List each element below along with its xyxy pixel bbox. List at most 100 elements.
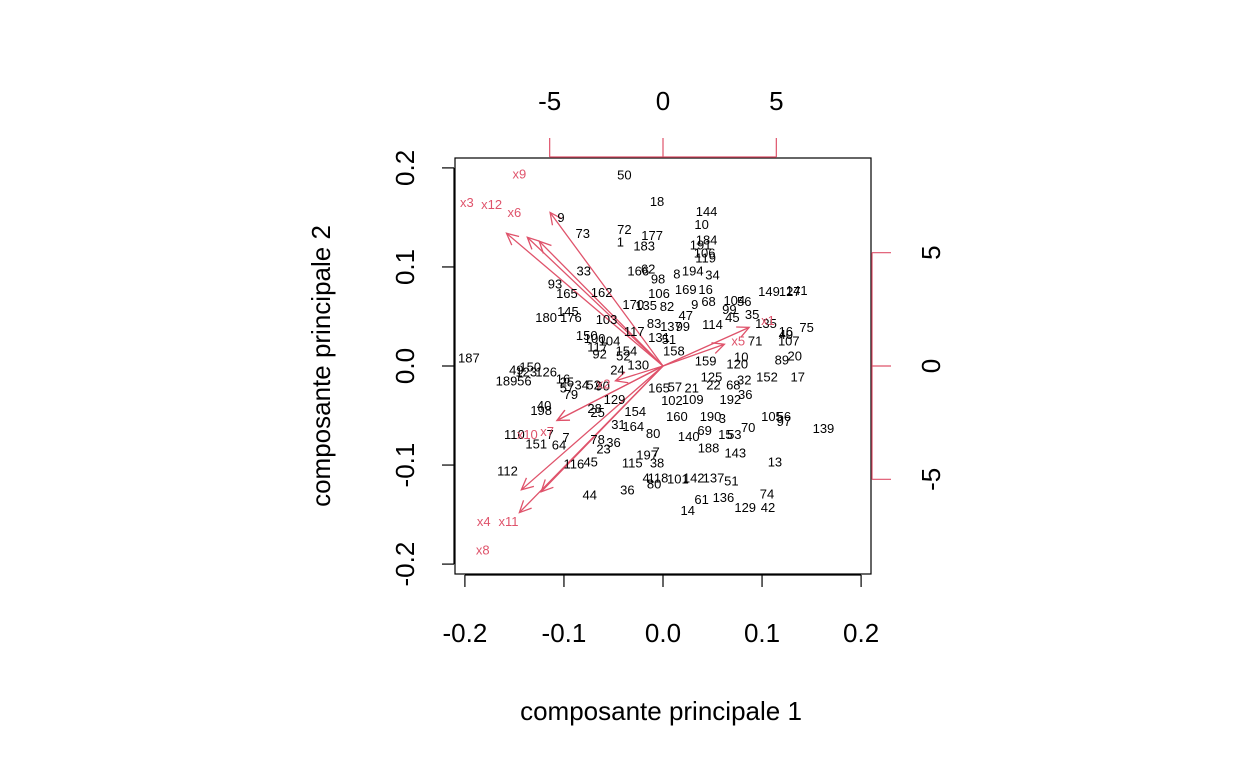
- variable-label-x6: x6: [508, 205, 522, 220]
- observation-label: 14: [681, 503, 695, 518]
- observation-label: 68: [701, 294, 715, 309]
- observation-label: 62: [641, 261, 655, 276]
- observation-label: 101: [667, 471, 689, 486]
- loading-arrow-x9: [549, 212, 664, 367]
- left-axis: -0.2 -0.1 0.0 0.1 0.2: [390, 150, 455, 587]
- observation-label: 98: [651, 271, 665, 286]
- observation-label: 160: [666, 409, 688, 424]
- observation-label: 36: [738, 387, 752, 402]
- observation-label: 42: [761, 500, 775, 515]
- observation-label: 165: [648, 380, 670, 395]
- observation-label: 188: [698, 441, 720, 456]
- observation-label: 106: [694, 246, 716, 261]
- loading-arrow-x3: [506, 232, 664, 367]
- observation-label: 15: [718, 427, 732, 442]
- observation-label: 107: [778, 334, 800, 349]
- observation-label: 150: [519, 359, 541, 374]
- y-axis-label: composante principale 2: [306, 225, 336, 507]
- observation-label: 150: [576, 328, 598, 343]
- arrowhead-x12: [526, 236, 540, 250]
- observation-label: 56: [737, 294, 751, 309]
- y-tick-label: -0.1: [390, 443, 420, 488]
- observation-label: 79: [564, 387, 578, 402]
- observation-label: 34: [575, 377, 589, 392]
- x-tick-label: 0.1: [744, 618, 780, 648]
- observation-label: 110: [504, 427, 525, 442]
- arrowhead-x5: [711, 342, 726, 354]
- observation-label: 189: [496, 373, 518, 388]
- observation-label: 136: [713, 490, 735, 505]
- top-axis: -5 0 5: [538, 86, 784, 158]
- observation-label: 70: [741, 420, 755, 435]
- observation-label: 135: [755, 316, 777, 331]
- arrowhead-x6: [538, 240, 552, 254]
- observation-label: 52: [586, 377, 600, 392]
- observation-label: 99: [676, 319, 690, 334]
- observation-label: 57: [668, 379, 682, 394]
- observation-label: 7: [562, 430, 569, 445]
- right-tick-label: -5: [916, 468, 946, 491]
- observation-label: 89: [775, 353, 789, 368]
- right-axis: -5 0 5: [871, 245, 946, 491]
- observation-label: 194: [682, 263, 704, 278]
- observation-label: 140: [678, 429, 700, 444]
- observation-label: 53: [727, 427, 741, 442]
- observation-label: 176: [560, 310, 582, 325]
- observation-label: 112: [497, 463, 518, 478]
- observation-label: 68: [726, 377, 740, 392]
- observation-label: 80: [646, 426, 660, 441]
- observation-label: 47: [679, 308, 693, 323]
- variable-label-x3: x3: [460, 195, 474, 210]
- observation-label: 44: [582, 487, 596, 502]
- observation-label: 164: [622, 419, 644, 434]
- y-tick-label: 0.0: [390, 348, 420, 384]
- variable-label-x11: x11: [498, 514, 518, 529]
- observation-label: 116: [563, 457, 584, 472]
- observation-label: 117: [624, 324, 645, 339]
- observation-label: 137: [703, 470, 725, 485]
- observation-label: 151: [525, 437, 547, 452]
- observation-label: 105: [761, 409, 783, 424]
- variable-labels: x9 x3 x12 x6 x1 x5 x10 x7 x4 x11 x8 x2: [460, 166, 775, 557]
- observation-label: 9: [691, 297, 698, 312]
- observation-label: 142: [683, 470, 705, 485]
- observation-label: 165: [556, 286, 578, 301]
- observation-label: 16: [556, 371, 570, 386]
- observation-label: 32: [737, 372, 751, 387]
- observation-label: 36: [620, 482, 634, 497]
- bottom-axis: -0.2 -0.1 0.0 0.1 0.2: [442, 574, 879, 648]
- observation-label: 1: [617, 235, 624, 250]
- top-tick-label: -5: [538, 86, 561, 116]
- observation-label: 83: [647, 316, 661, 331]
- arrowhead-x7: [555, 409, 571, 422]
- observation-label: 125: [701, 369, 723, 384]
- right-tick-label: 5: [916, 245, 946, 259]
- observation-label: 170: [622, 297, 644, 312]
- observation-label: 100: [584, 331, 606, 346]
- top-tick-label: 5: [769, 86, 783, 116]
- observation-label: 162: [591, 285, 613, 300]
- observation-label: 64: [552, 438, 566, 453]
- observation-label: 45: [583, 455, 597, 470]
- observation-label: 184: [696, 233, 718, 248]
- observation-label: 130: [627, 358, 649, 373]
- observation-label: 137: [660, 319, 682, 334]
- observation-label: 104: [723, 293, 745, 308]
- observation-label: 190: [700, 409, 722, 424]
- y-tick-label: -0.2: [390, 542, 420, 587]
- loading-arrow-x4: [520, 365, 664, 491]
- top-tick-label: 0: [656, 86, 670, 116]
- variable-label-x9: x9: [513, 166, 527, 181]
- observation-label: 56: [517, 373, 531, 388]
- x-tick-label: -0.2: [442, 618, 487, 648]
- x-tick-label: 0.0: [645, 618, 681, 648]
- observation-label: 166: [627, 263, 649, 278]
- x-tick-label: 0.2: [843, 618, 879, 648]
- observation-label: 56: [777, 409, 791, 424]
- observation-label: 78: [590, 432, 604, 447]
- loading-arrow-x5: [662, 343, 725, 367]
- observation-label: 187: [458, 351, 480, 366]
- observation-label: 144: [696, 204, 718, 219]
- observation-label: 25: [560, 374, 574, 389]
